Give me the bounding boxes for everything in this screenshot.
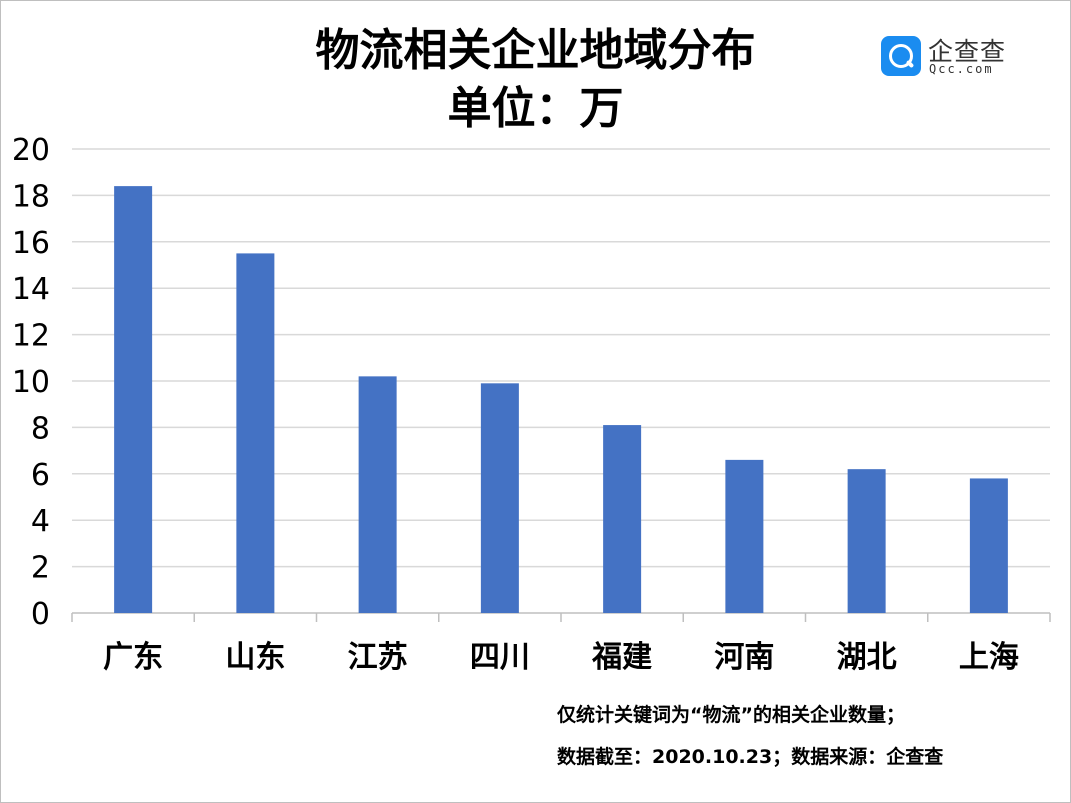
bar-8 [969,478,1008,613]
x-tick-label: 湖北 [837,640,897,675]
x-tick-label: 上海 [959,640,1019,675]
y-tick-label: 16 [12,226,50,261]
bar-2 [236,253,275,613]
y-tick-label: 6 [31,458,50,493]
chart-title: 物流相关企业地域分布 [315,25,756,76]
x-tick-label: 四川 [470,640,530,675]
footnote-scope: 仅统计关键词为“物流”的相关企业数量； [557,704,905,726]
qcc-logo: 企查查 Qcc.com [881,32,1011,78]
y-tick-label: 2 [31,551,50,586]
y-tick-label: 10 [12,365,50,400]
logo-name: 企查查 [928,37,1007,66]
bar-1 [114,186,153,613]
bar-5 [603,425,642,613]
logo-domain: Qcc.com [929,62,994,76]
y-tick-label: 14 [12,272,50,307]
y-tick-label: 0 [31,597,50,632]
x-tick-label: 河南 [714,640,774,675]
footnote-source: 数据截至：2020.10.23；数据来源：企查查 [557,746,944,768]
y-tick-label: 12 [12,319,50,354]
x-tick-label: 广东 [103,640,163,675]
x-tick-label: 江苏 [348,640,408,675]
x-tick-label: 山东 [225,640,285,675]
bar-3 [358,376,397,613]
y-tick-label: 20 [12,133,50,168]
y-tick-label: 8 [31,411,50,446]
y-tick-label: 18 [12,179,50,214]
bar-6 [725,459,764,613]
chart-subtitle-unit: 单位：万 [447,83,624,134]
bar-4 [480,383,519,613]
magnifier-q-icon [881,36,921,76]
x-tick-label: 福建 [591,640,652,675]
bar-7 [847,469,886,613]
y-tick-label: 4 [31,504,50,539]
